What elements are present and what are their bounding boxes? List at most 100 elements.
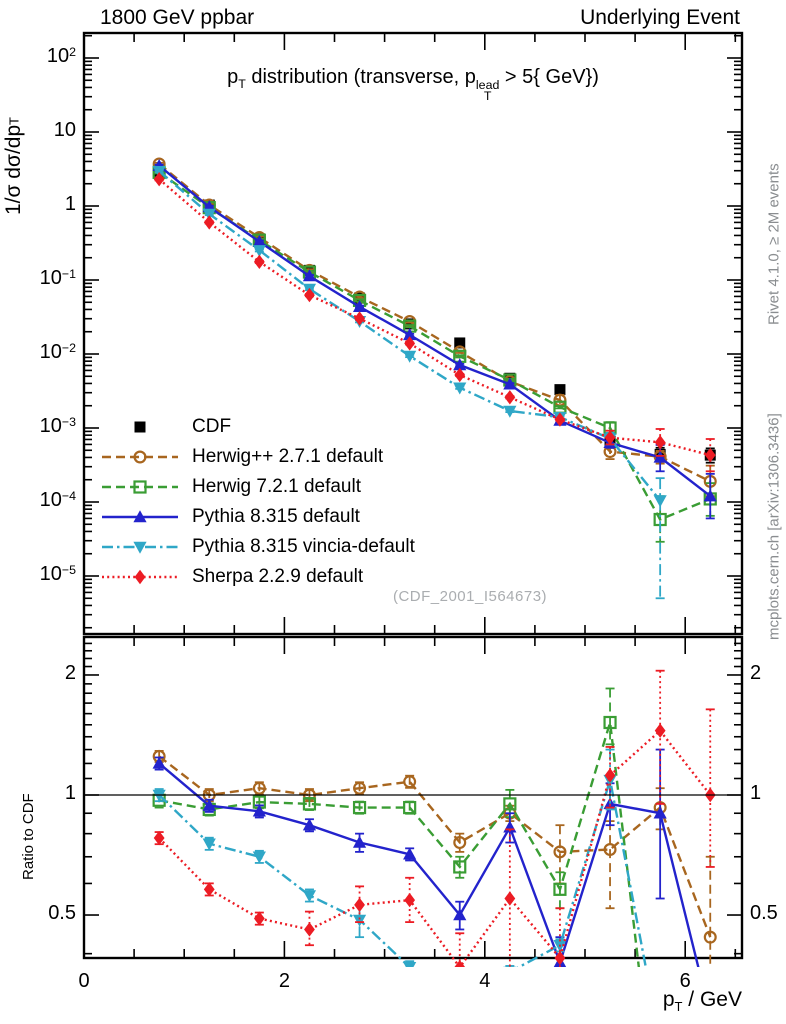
- herwigpp-error-bar: [605, 820, 615, 910]
- y-tick-label-ratio-right: 2: [750, 661, 762, 684]
- vincia-error-bar: [655, 477, 665, 600]
- legend-square-open-icon: [102, 480, 178, 494]
- y-tick-label-ratio-right: 1: [750, 782, 762, 804]
- legend-item-pythia: Pythia 8.315 default: [100, 502, 415, 532]
- x-tick-label: 0: [78, 970, 90, 992]
- legend-item-sherpa: Sherpa 2.2.9 default: [100, 562, 415, 592]
- sherpa-marker: [504, 390, 516, 405]
- y-tick-label-ratio: 0.5: [48, 902, 76, 925]
- pythia-marker: [252, 234, 266, 247]
- sherpa-marker: [153, 830, 165, 846]
- legend-diamond-icon: [102, 569, 178, 585]
- vincia-marker: [152, 789, 166, 802]
- cdf-marker: [554, 384, 566, 396]
- vincia-marker: [403, 350, 417, 363]
- legend-triangle-up-icon: [102, 510, 178, 523]
- rivet-version-note: Rivet 4.1.0, ≥ 2M events: [765, 163, 783, 325]
- legend-label: Pythia 8.315 vincia-default: [192, 536, 415, 557]
- herwigpp-marker: [403, 775, 417, 789]
- sherpa-marker: [404, 892, 416, 908]
- ratio-panel-frame: [82, 635, 744, 960]
- x-tick-label: 2: [278, 970, 290, 992]
- herwigpp-marker: [603, 842, 617, 856]
- pythia-marker: [252, 804, 266, 817]
- y-tick-label-main: 10−5: [39, 563, 76, 586]
- legend-label: Pythia 8.315 default: [192, 506, 360, 527]
- ratio-panel-data: [152, 669, 717, 967]
- sherpa-marker: [604, 430, 616, 445]
- pythia-marker: [453, 358, 467, 371]
- x-tick-label: 6: [679, 970, 691, 992]
- legend-marker-pythia: [133, 510, 147, 523]
- herwig7-marker: [403, 800, 417, 815]
- herwigpp-error-bar: [705, 855, 715, 967]
- pythia-marker: [453, 908, 467, 921]
- herwigpp-line: [158, 163, 711, 483]
- mcplots-arxiv-note: mcplots.cern.ch [arXiv:1306.3436]: [765, 413, 783, 640]
- legend-triangle-down-icon: [102, 541, 178, 554]
- sherpa-error-bar: [355, 885, 365, 923]
- pythia-marker: [403, 847, 417, 860]
- header-beam-energy: 1800 GeV ppbar: [100, 6, 255, 29]
- y-tick-label-ratio-right: 0.5: [750, 902, 778, 925]
- y-tick-label-ratio: 1: [64, 782, 76, 804]
- sherpa-marker: [203, 215, 215, 230]
- y-tick-label-main: 10−2: [39, 341, 76, 364]
- legend-item-cdf: CDF: [100, 412, 415, 442]
- sherpa-marker: [604, 768, 616, 783]
- header-analysis-group: Underlying Event: [580, 6, 740, 29]
- vincia-marker: [302, 890, 317, 903]
- herwigpp-marker: [453, 836, 467, 850]
- pythia-marker: [302, 269, 317, 282]
- sherpa-marker: [404, 336, 416, 351]
- pythia-marker: [352, 299, 367, 312]
- legend-item-herwigpp: Herwig++ 2.7.1 default: [100, 442, 415, 472]
- pythia-marker: [352, 835, 367, 848]
- sherpa-marker: [153, 172, 165, 187]
- herwig7-marker: [302, 797, 317, 811]
- herwig7-marker: [453, 860, 467, 874]
- sherpa-marker: [203, 882, 215, 897]
- legend-marker-vincia: [133, 541, 147, 554]
- y-tick-label-main: 10−1: [39, 267, 76, 290]
- herwig7-marker: [352, 800, 367, 815]
- legend-marker-cdf: [134, 421, 146, 433]
- legend: CDF Herwig++ 2.7.1 default Herwig 7.2.1 de…: [100, 412, 415, 592]
- herwig7-marker: [603, 715, 617, 730]
- herwigpp-line: [158, 755, 712, 938]
- sherpa-error-bar: [655, 669, 665, 805]
- sherpa-marker: [554, 412, 566, 427]
- y-tick-label-ratio: 2: [64, 661, 76, 684]
- herwigpp-marker: [252, 781, 266, 795]
- cdf-marker: [454, 337, 466, 349]
- cdf-marker: [404, 318, 416, 330]
- pythia-marker: [653, 806, 667, 819]
- sherpa-marker: [304, 287, 315, 303]
- pythia-line: [158, 762, 700, 967]
- legend-circle-open-icon: [102, 450, 178, 464]
- herwigpp-marker: [553, 845, 567, 859]
- sherpa-marker: [704, 447, 716, 463]
- x-tick-label: 4: [479, 970, 491, 992]
- herwig7-error-bar: [455, 855, 465, 879]
- sherpa-marker: [654, 435, 666, 450]
- sherpa-line: [158, 728, 712, 967]
- pythia-marker: [403, 328, 417, 341]
- pythia-marker: [703, 489, 717, 502]
- y-tick-label-main: 10−3: [39, 415, 76, 438]
- herwigpp-marker: [703, 930, 717, 944]
- vincia-marker: [503, 966, 517, 967]
- vincia-marker: [503, 405, 517, 418]
- sherpa-marker: [454, 367, 466, 383]
- legend-square-icon: [134, 421, 146, 433]
- sherpa-marker: [304, 922, 315, 937]
- vincia-marker: [202, 838, 216, 851]
- legend-item-herwig7: Herwig 7.2.1 default: [100, 472, 415, 502]
- legend-marker-sherpa: [134, 569, 146, 585]
- sherpa-error-bar: [455, 932, 465, 967]
- herwig7-marker: [503, 797, 517, 811]
- herwig7-marker: [553, 882, 567, 896]
- pythia-line: [158, 164, 712, 498]
- herwig7-line: [158, 171, 711, 522]
